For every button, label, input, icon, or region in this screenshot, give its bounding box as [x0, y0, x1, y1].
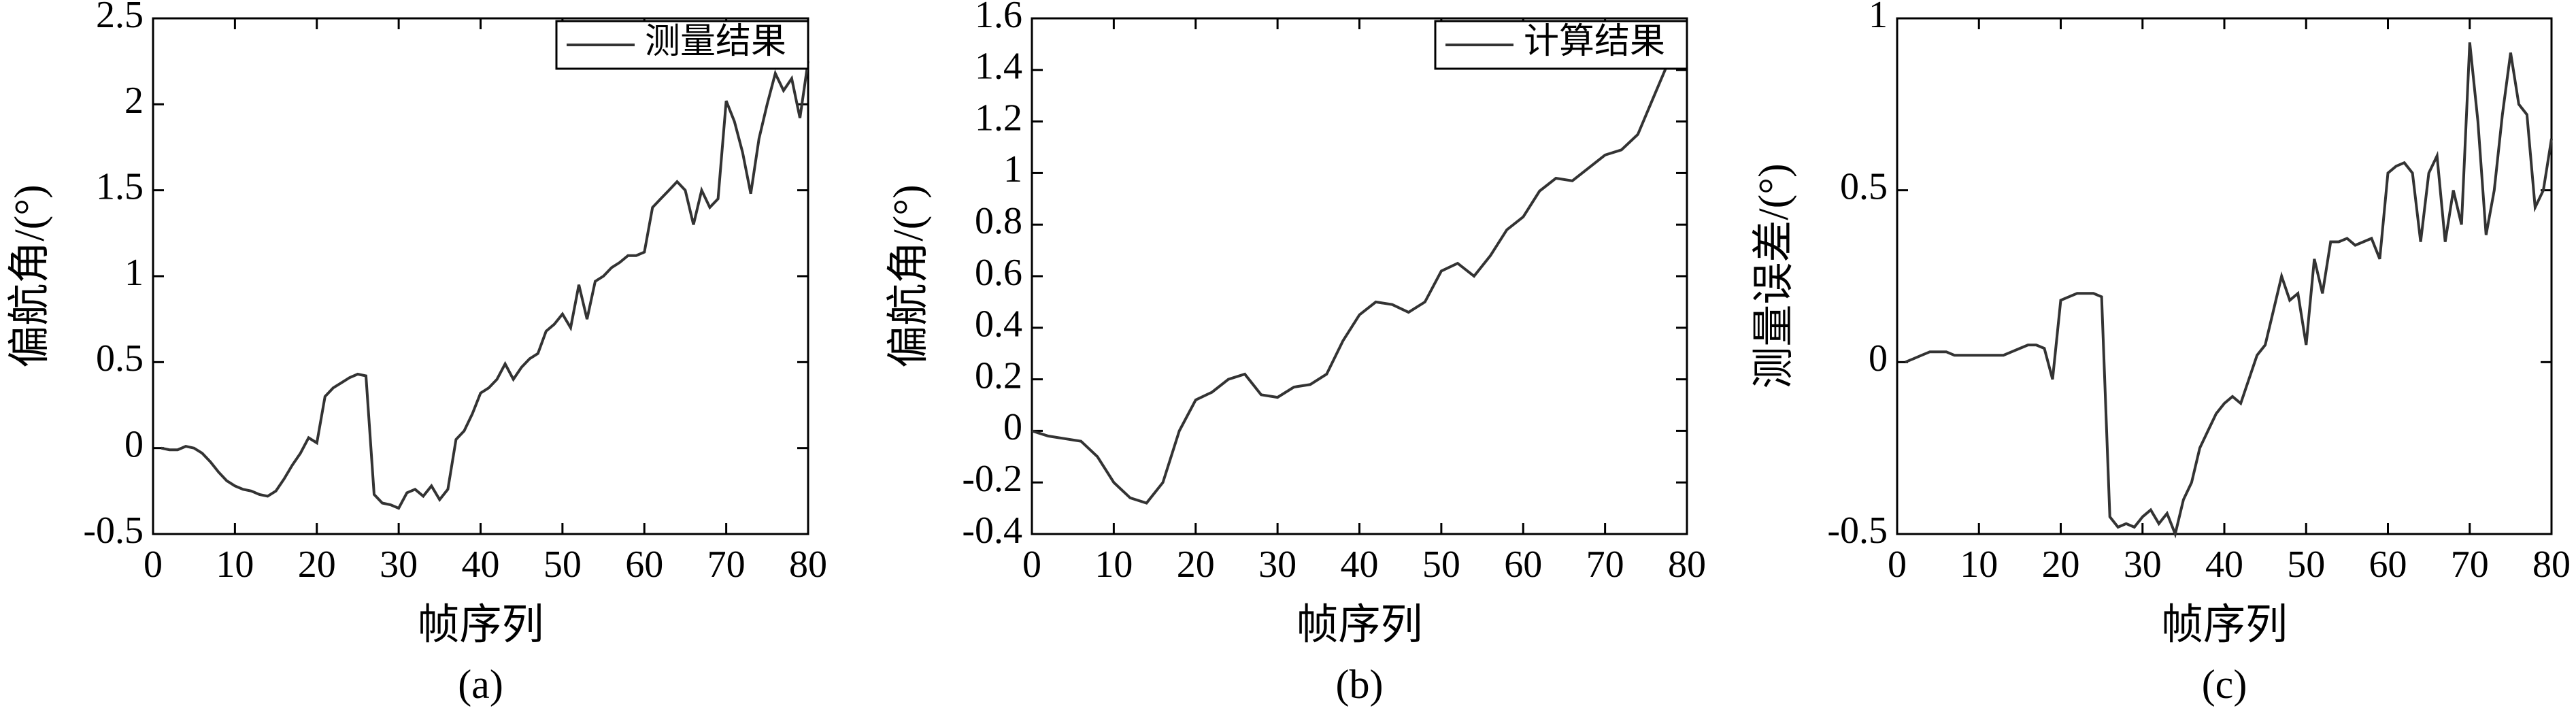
x-tick-label: 0 [1888, 544, 1907, 586]
panel-caption: (a) [458, 662, 503, 707]
x-tick-label: 80 [1668, 544, 1706, 586]
x-tick-label: 70 [2451, 544, 2489, 586]
x-tick-label: 50 [2287, 544, 2325, 586]
data-line [1905, 42, 2553, 539]
x-tick-label: 0 [1022, 544, 1041, 586]
x-tick-label: 30 [2124, 544, 2162, 586]
y-tick-label: 0 [1869, 337, 1888, 380]
plot-frame [152, 17, 809, 535]
y-tick-label: 0.4 [975, 303, 1022, 346]
x-tick-label: 0 [144, 544, 163, 586]
x-tick-label: 80 [2532, 544, 2571, 586]
y-tick-label: 0.5 [1840, 166, 1888, 208]
y-tick-label: 0.6 [975, 252, 1022, 294]
y-axis-label: 测量误差/(°) [1751, 163, 1797, 388]
y-tick-label: 1.6 [975, 0, 1022, 36]
y-tick-label: -0.5 [1827, 510, 1888, 552]
legend-label: 测量结果 [645, 22, 786, 61]
x-tick-label: 60 [2369, 544, 2407, 586]
panel-caption: (b) [1336, 662, 1384, 707]
x-axis-label: 帧序列 [417, 602, 543, 648]
y-tick-label: 1 [124, 252, 144, 294]
y-tick-label: -0.4 [962, 510, 1022, 552]
panel-caption: (c) [2202, 662, 2247, 707]
x-tick-label: 70 [707, 544, 746, 586]
x-tick-label: 50 [1422, 544, 1460, 586]
x-tick-label: 30 [1258, 544, 1297, 586]
x-tick-label: 40 [1341, 544, 1379, 586]
x-tick-label: 50 [543, 544, 582, 586]
y-tick-label: -0.2 [962, 458, 1022, 500]
y-axis-label: 偏航角/(°) [886, 184, 932, 367]
x-tick-label: 80 [789, 544, 827, 586]
y-tick-label: -0.5 [83, 510, 144, 552]
x-tick-label: 40 [2205, 544, 2243, 586]
x-tick-label: 20 [298, 544, 336, 586]
x-axis-label: 帧序列 [2161, 602, 2288, 648]
x-tick-label: 70 [1586, 544, 1624, 586]
y-tick-label: 1.5 [96, 166, 144, 208]
y-tick-label: 1.2 [975, 97, 1022, 139]
plot-frame [1896, 17, 2553, 535]
y-tick-label: 0 [1003, 406, 1022, 448]
y-tick-label: 0.2 [975, 354, 1022, 397]
y-tick-label: 2 [124, 80, 144, 122]
legend-label: 计算结果 [1524, 22, 1665, 61]
plot-frame [1031, 17, 1688, 535]
y-tick-label: 0.5 [96, 337, 144, 380]
x-tick-label: 30 [380, 544, 418, 586]
x-tick-label: 60 [1504, 544, 1542, 586]
x-tick-label: 20 [1177, 544, 1215, 586]
x-tick-label: 10 [216, 544, 254, 586]
y-tick-label: 1.4 [975, 46, 1022, 88]
x-tick-label: 40 [462, 544, 500, 586]
data-line [1031, 56, 1672, 505]
x-tick-label: 20 [2042, 544, 2080, 586]
x-axis-label: 帧序列 [1296, 602, 1422, 648]
x-tick-label: 10 [1960, 544, 1998, 586]
y-tick-label: 0.8 [975, 200, 1022, 242]
x-tick-label: 60 [625, 544, 663, 586]
y-tick-label: 2.5 [96, 0, 144, 36]
y-tick-label: 0 [124, 424, 144, 466]
data-line [161, 61, 809, 510]
y-axis-label: 偏航角/(°) [7, 184, 53, 367]
y-tick-label: 1 [1003, 148, 1022, 190]
x-tick-label: 10 [1094, 544, 1133, 586]
y-tick-label: 1 [1869, 0, 1888, 36]
